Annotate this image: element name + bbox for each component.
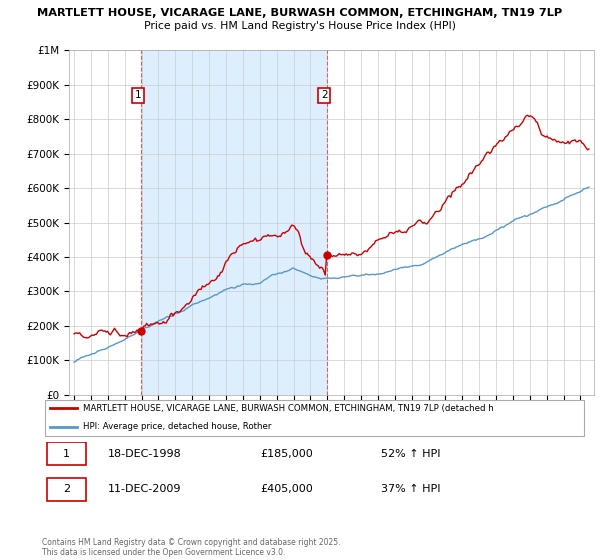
Text: 11-DEC-2009: 11-DEC-2009 — [107, 484, 181, 494]
Point — [136, 326, 146, 335]
FancyBboxPatch shape — [47, 478, 86, 501]
Point — [322, 251, 331, 260]
Text: 2: 2 — [63, 484, 70, 494]
Text: Contains HM Land Registry data © Crown copyright and database right 2025.
This d: Contains HM Land Registry data © Crown c… — [42, 538, 341, 557]
Text: 1: 1 — [63, 449, 70, 459]
Text: £185,000: £185,000 — [260, 449, 313, 459]
FancyBboxPatch shape — [47, 442, 86, 465]
Text: 18-DEC-1998: 18-DEC-1998 — [107, 449, 181, 459]
Text: MARTLETT HOUSE, VICARAGE LANE, BURWASH COMMON, ETCHINGHAM, TN19 7LP (detached h: MARTLETT HOUSE, VICARAGE LANE, BURWASH C… — [83, 404, 494, 413]
Text: Price paid vs. HM Land Registry's House Price Index (HPI): Price paid vs. HM Land Registry's House … — [144, 21, 456, 31]
FancyBboxPatch shape — [45, 400, 584, 436]
Text: MARTLETT HOUSE, VICARAGE LANE, BURWASH COMMON, ETCHINGHAM, TN19 7LP: MARTLETT HOUSE, VICARAGE LANE, BURWASH C… — [37, 8, 563, 18]
Text: 2: 2 — [321, 90, 328, 100]
Text: 37% ↑ HPI: 37% ↑ HPI — [380, 484, 440, 494]
Text: HPI: Average price, detached house, Rother: HPI: Average price, detached house, Roth… — [83, 422, 271, 431]
Text: 1: 1 — [135, 90, 142, 100]
Text: 52% ↑ HPI: 52% ↑ HPI — [380, 449, 440, 459]
Bar — [141, 50, 326, 395]
Text: £405,000: £405,000 — [260, 484, 313, 494]
